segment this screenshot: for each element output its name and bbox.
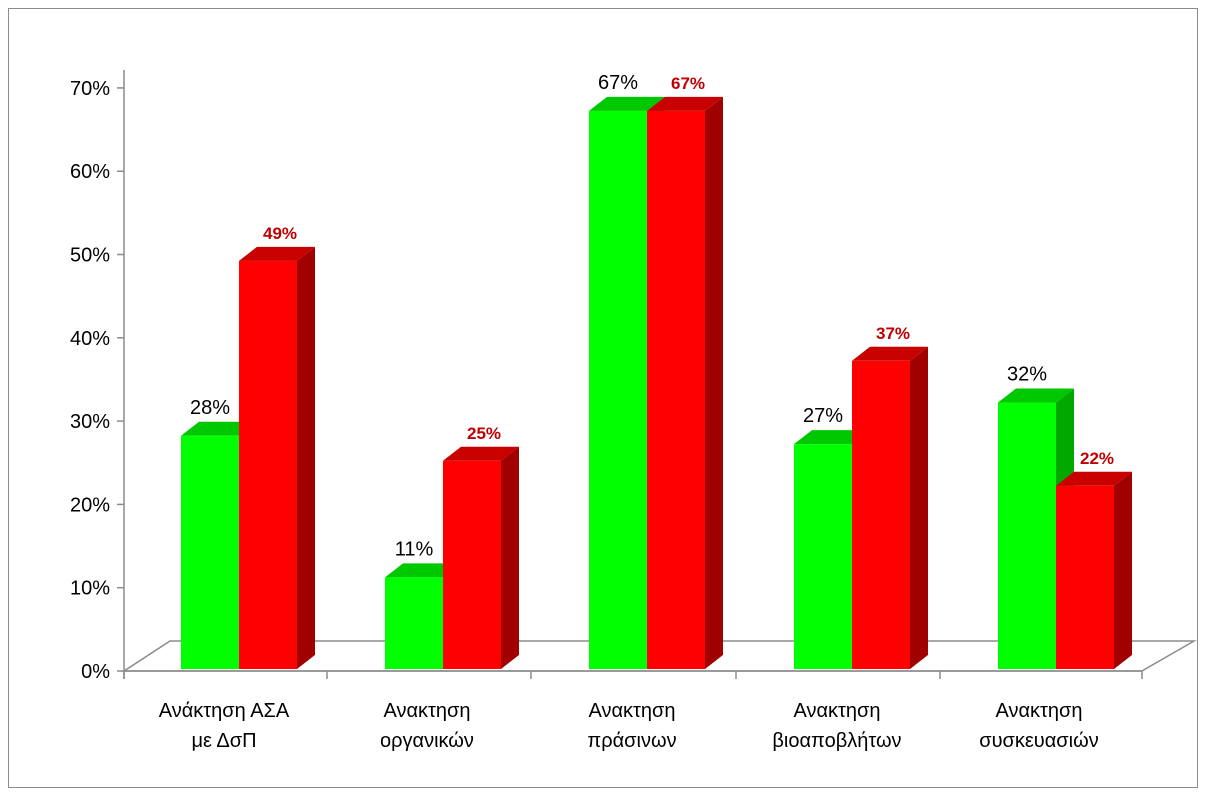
x-category-label: Ανάκτηση ΑΣΑ [159,700,290,722]
bar-front [239,260,297,669]
x-category-label: πράσινων [587,730,676,752]
bar-front [647,110,705,670]
bar-top [589,96,665,111]
bar-red [852,346,928,669]
bar-side [501,446,519,669]
data-label: 27% [803,405,843,427]
x-category-label: Ανακτηση [793,700,880,722]
data-label: 22% [1080,449,1114,468]
bar-front [998,402,1056,669]
bar-top [794,430,870,445]
y-tick-label: 0% [81,661,110,683]
bar-side [705,96,723,670]
data-label: 11% [395,538,434,560]
bar-front [385,577,443,669]
y-tick-label: 60% [70,161,110,183]
y-tick-label: 30% [70,411,110,433]
x-category-label: με ΔσΠ [191,730,256,752]
data-label: 67% [598,72,638,94]
x-category-label: συσκευασιών [979,730,1098,752]
bar-top [385,563,461,578]
bar-red [1056,471,1132,669]
bar-top [181,421,257,436]
y-tick-label: 70% [70,78,110,100]
bar-top [239,246,315,261]
bar-side [297,246,315,670]
bar-front [1056,485,1114,669]
bar-top [647,96,723,111]
bar-front [589,110,647,670]
bar-red [239,246,315,670]
data-label: 28% [190,397,230,419]
bar-top [443,446,519,461]
bar-top [852,346,928,361]
x-category-label: βιοαποβλήτων [772,730,901,752]
bar-front [794,444,852,669]
y-tick-label: 50% [70,245,110,267]
bar-side [1114,471,1132,669]
bar-top [998,388,1074,403]
data-label: 49% [263,224,297,243]
x-category-label: οργανικών [380,730,474,752]
data-label: 67% [671,74,705,93]
x-category-label: Ανακτηση [588,700,675,722]
y-tick-label: 10% [70,578,110,600]
x-category-label: Ανακτηση [995,700,1082,722]
bar-front [181,435,239,669]
data-label: 25% [467,424,501,443]
data-label: 37% [876,324,910,343]
data-label: 32% [1007,363,1047,385]
bar-side [910,346,928,669]
y-tick-label: 40% [70,328,110,350]
y-tick-label: 20% [70,494,110,516]
chart-frame: 0% 10% 20% 30% 40% 50% 60% 70% Ανάκτηση ΑΣΑ με Δσ… [8,8,1198,788]
bar-red [647,96,723,670]
x-category-label: Ανακτηση [383,700,470,722]
bar-chart: 0% 10% 20% 30% 40% 50% 60% 70% Ανάκτηση ΑΣΑ με Δσ… [70,69,1197,752]
bar-front [443,460,501,669]
bar-red [443,446,519,669]
bar-front [852,360,910,669]
bar-top [1056,471,1132,486]
